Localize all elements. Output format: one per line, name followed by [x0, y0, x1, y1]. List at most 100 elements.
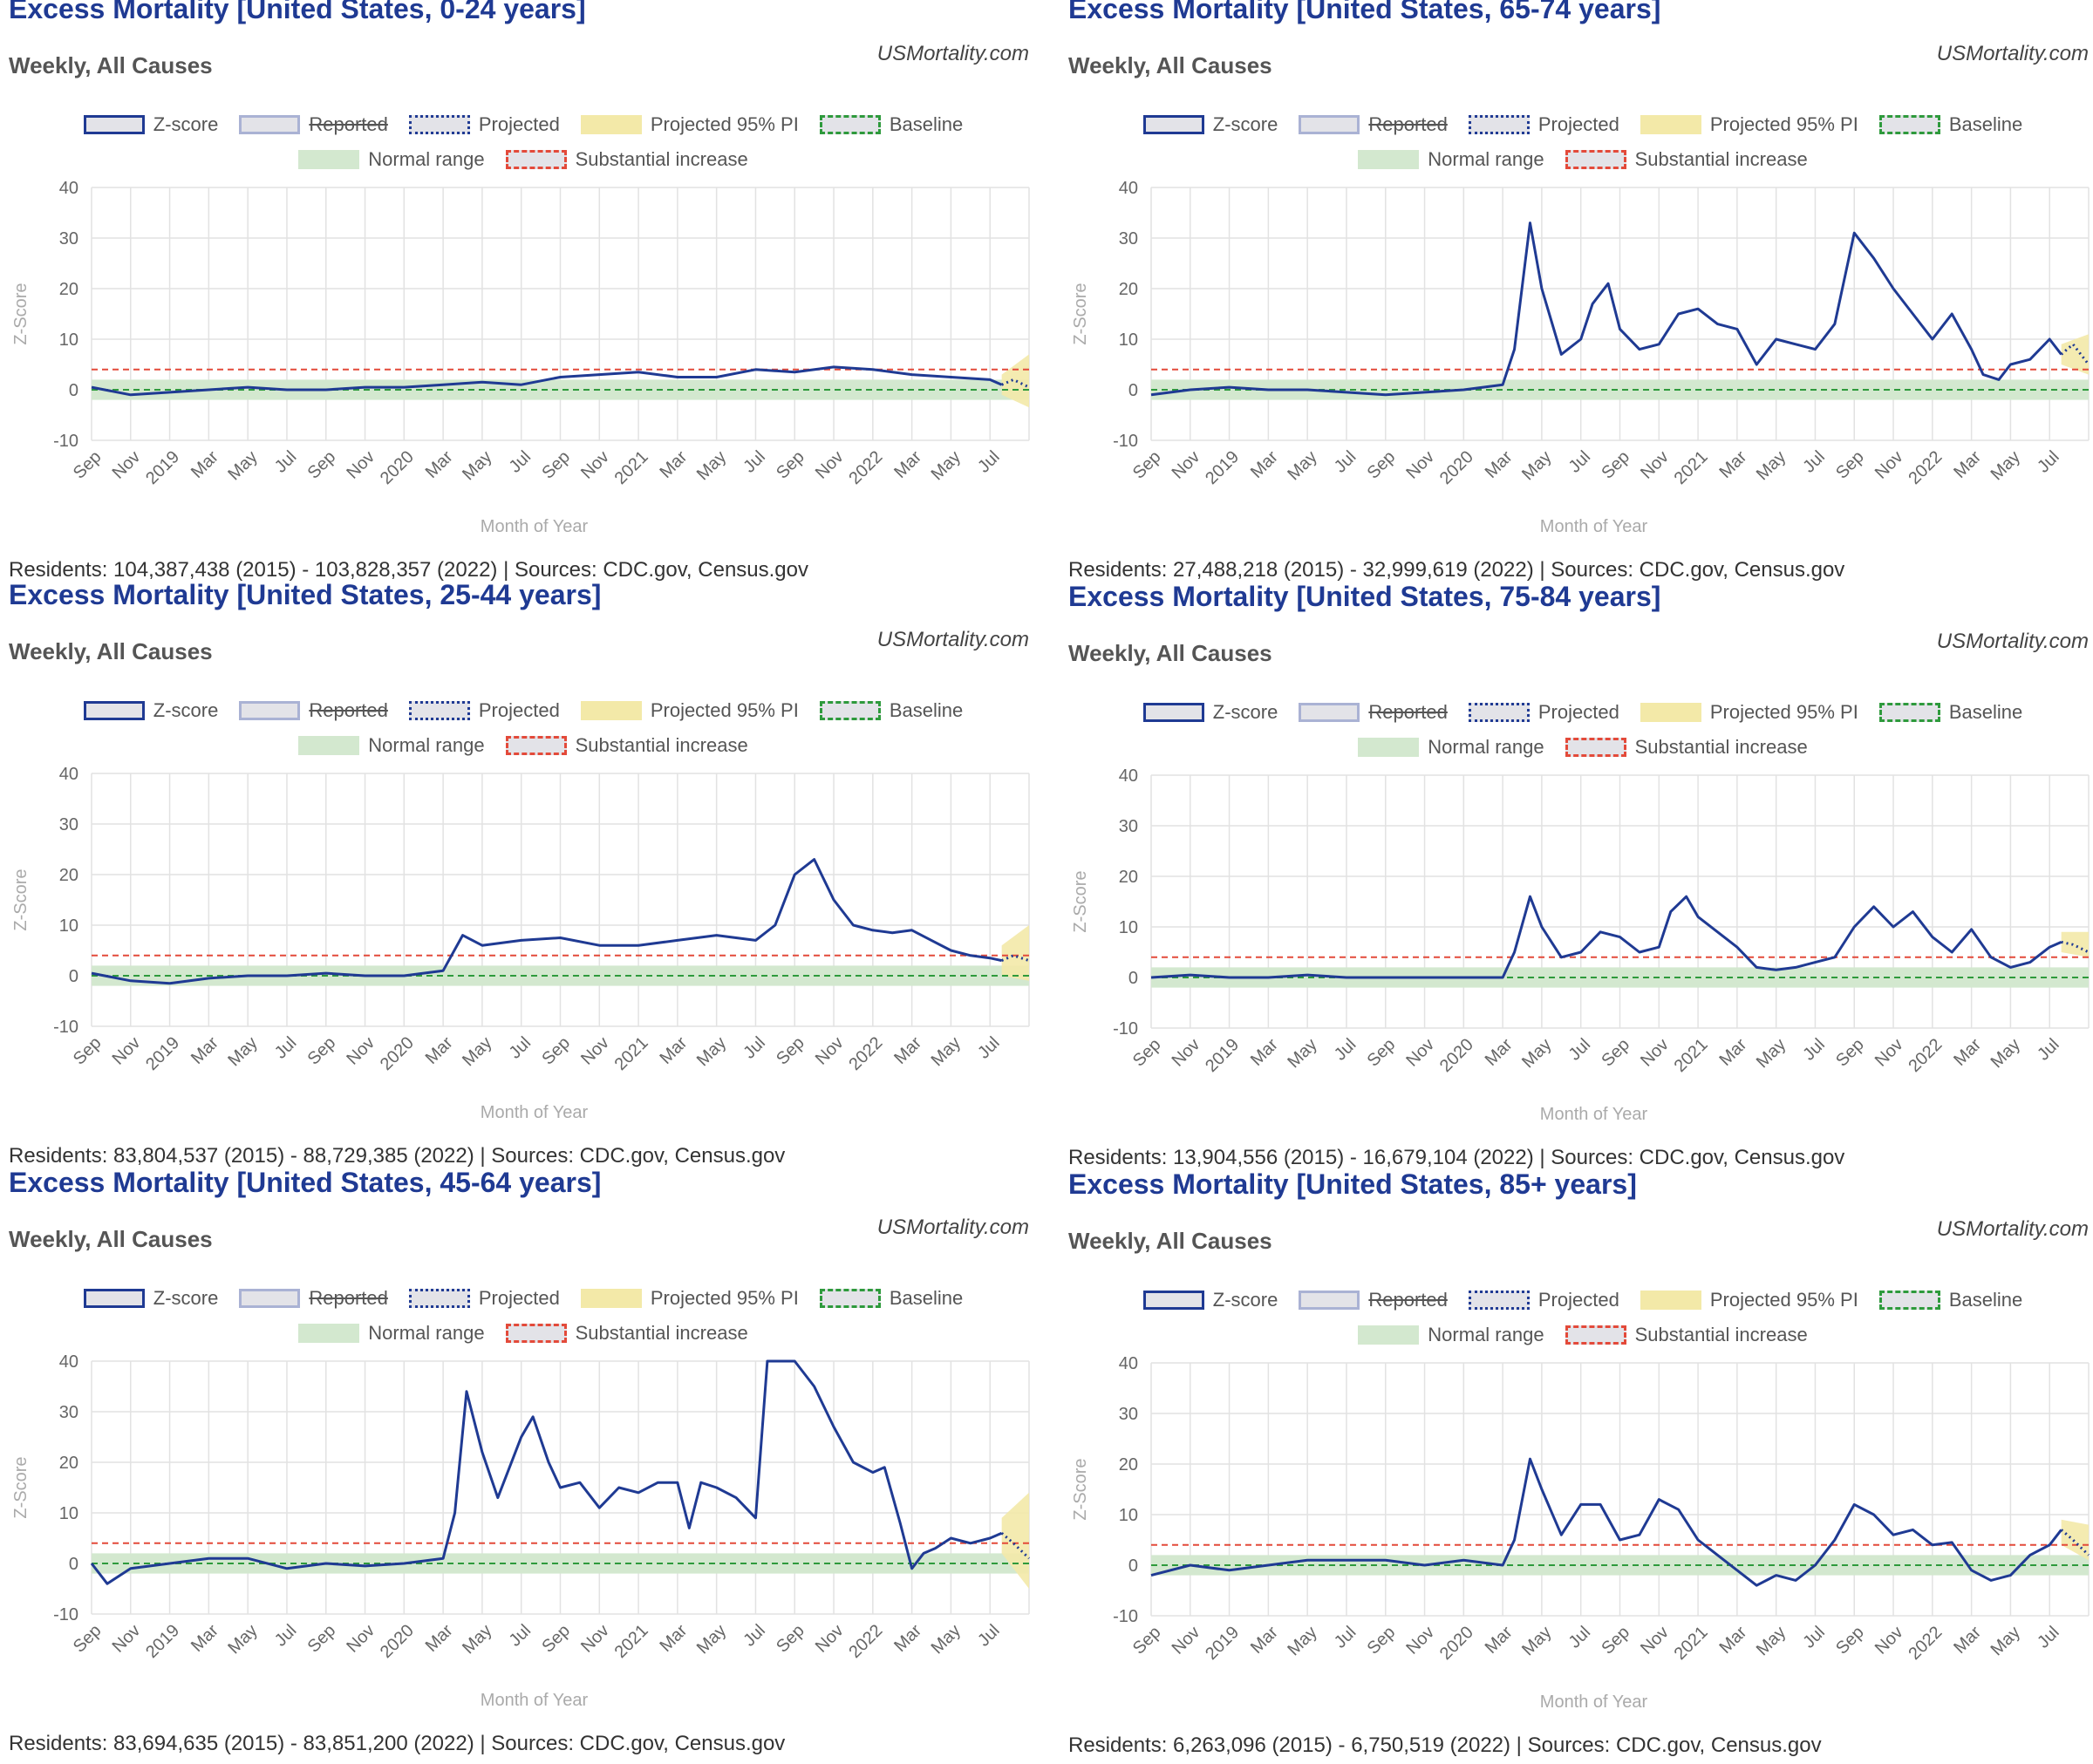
x-tick-label: Jul: [974, 1033, 1004, 1063]
legend-substantial-increase[interactable]: Substantial increase: [1565, 736, 1808, 759]
zscore-swatch-icon: [1142, 115, 1204, 134]
x-tick-label: Sep: [773, 1033, 808, 1069]
legend-pi[interactable]: Projected 95% PI: [580, 1287, 799, 1310]
x-tick-label: Mar: [187, 1033, 222, 1068]
substantial-swatch-icon: [1565, 1325, 1626, 1345]
x-tick-label: 2019: [142, 1033, 183, 1074]
x-tick-label: May: [928, 1621, 965, 1658]
x-tick-label: Sep: [1364, 1623, 1400, 1658]
legend-normal-range[interactable]: Normal range: [1358, 1324, 1544, 1346]
legend-projected[interactable]: Projected: [1468, 701, 1619, 724]
legend-row-2: Normal range Substantial increase: [0, 1322, 1046, 1345]
x-tick-label: May: [1987, 447, 2024, 484]
x-tick-label: Nov: [1637, 1623, 1673, 1658]
legend-reported[interactable]: Reported: [1299, 1289, 1448, 1311]
legend-normal-range[interactable]: Normal range: [1358, 736, 1544, 759]
legend-reported[interactable]: Reported: [239, 1287, 388, 1310]
x-tick-label: May: [1284, 1035, 1320, 1072]
legend-baseline[interactable]: Baseline: [819, 1287, 963, 1310]
legend-row-2: Normal range Substantial increase: [0, 148, 1046, 171]
baseline-swatch-icon: [1878, 1291, 1940, 1310]
y-axis-label: Z-Score: [11, 868, 31, 930]
legend-substantial-increase[interactable]: Substantial increase: [505, 734, 748, 757]
legend-normal-range[interactable]: Normal range: [298, 148, 485, 171]
y-tick-label: 0: [69, 967, 78, 986]
y-tick-label: 20: [1119, 868, 1138, 887]
legend-projected[interactable]: Projected: [408, 1287, 560, 1310]
legend-zscore[interactable]: Z-score: [1142, 113, 1278, 136]
legend-pi[interactable]: Projected 95% PI: [1640, 113, 1858, 136]
x-tick-label: 2022: [845, 447, 886, 488]
legend-pi[interactable]: Projected 95% PI: [580, 699, 799, 722]
legend-substantial-increase[interactable]: Substantial increase: [1565, 1324, 1808, 1346]
legend-normal-range[interactable]: Normal range: [298, 1322, 485, 1345]
legend-pi[interactable]: Projected 95% PI: [580, 113, 799, 136]
chart-subtitle: Weekly, All Causes: [9, 638, 213, 664]
legend-pi[interactable]: Projected 95% PI: [1640, 1289, 1858, 1311]
residents-note: Residents: 83,694,635 (2015) - 83,851,20…: [9, 1732, 786, 1755]
residents-note: Residents: 13,904,556 (2015) - 16,679,10…: [1068, 1146, 1845, 1169]
legend-baseline[interactable]: Baseline: [1878, 701, 2022, 724]
x-tick-label: Mar: [656, 447, 691, 482]
x-tick-label: Nov: [1169, 1035, 1204, 1071]
x-tick-label: May: [459, 447, 495, 484]
x-tick-label: Sep: [538, 1033, 574, 1069]
legend-baseline[interactable]: Baseline: [819, 699, 963, 722]
x-tick-label: Mar: [1482, 1035, 1517, 1070]
chart-title: Excess Mortality [United States, 75-84 y…: [1068, 581, 1661, 612]
legend-projected[interactable]: Projected: [408, 699, 560, 722]
zscore-line: [91, 858, 1002, 985]
x-tick-label: Mar: [1715, 1623, 1750, 1658]
x-tick-label: Sep: [304, 1621, 340, 1657]
x-tick-label: May: [693, 1621, 730, 1658]
legend-baseline[interactable]: Baseline: [819, 113, 963, 136]
y-tick-label: 30: [1119, 817, 1138, 836]
chart-subtitle: Weekly, All Causes: [9, 1226, 213, 1252]
x-tick-label: Nov: [1637, 1035, 1673, 1071]
legend-substantial-increase[interactable]: Substantial increase: [505, 148, 748, 171]
x-tick-label: Nov: [1169, 1623, 1204, 1658]
projected-swatch-icon: [1468, 703, 1530, 722]
legend-reported[interactable]: Reported: [239, 699, 388, 722]
brand-label: USMortality.com: [876, 628, 1029, 651]
x-tick-label: Jul: [1565, 1623, 1595, 1652]
chart-panel: Excess Mortality [United States, 65-74 y…: [1060, 0, 2093, 589]
x-tick-label: Jul: [1331, 447, 1360, 477]
legend-reported[interactable]: Reported: [239, 113, 388, 136]
legend-normal-range[interactable]: Normal range: [1358, 148, 1544, 171]
legend-normal-range[interactable]: Normal range: [298, 734, 485, 757]
legend-reported[interactable]: Reported: [1299, 701, 1448, 724]
y-tick-label: -10: [53, 1605, 78, 1624]
legend-zscore[interactable]: Z-score: [83, 1287, 218, 1310]
x-tick-label: 2021: [611, 447, 652, 488]
legend-substantial-increase[interactable]: Substantial increase: [1565, 148, 1808, 171]
pi-band: [2061, 334, 2089, 375]
x-tick-label: Jul: [1799, 447, 1829, 477]
legend-zscore[interactable]: Z-score: [83, 699, 218, 722]
legend-baseline[interactable]: Baseline: [1878, 113, 2022, 136]
zscore-line: [1150, 1457, 2062, 1587]
normal-range-band: [92, 965, 1029, 986]
x-tick-label: Jul: [1799, 1035, 1829, 1065]
x-tick-label: Nov: [1637, 447, 1673, 483]
legend-pi[interactable]: Projected 95% PI: [1640, 701, 1858, 724]
x-tick-label: May: [459, 1033, 495, 1070]
legend-projected[interactable]: Projected: [1468, 1289, 1619, 1311]
x-tick-label: 2022: [845, 1621, 886, 1662]
legend-baseline[interactable]: Baseline: [1878, 1289, 2022, 1311]
x-tick-label: Jul: [740, 1621, 769, 1651]
legend-substantial-increase[interactable]: Substantial increase: [505, 1322, 748, 1345]
legend-reported[interactable]: Reported: [1299, 113, 1448, 136]
x-tick-label: Sep: [773, 1621, 808, 1657]
legend-projected[interactable]: Projected: [408, 113, 560, 136]
y-tick-label: 0: [1128, 969, 1138, 988]
y-tick-label: 30: [59, 1403, 78, 1422]
x-tick-label: Sep: [304, 1033, 340, 1069]
legend-projected[interactable]: Projected: [1468, 113, 1619, 136]
legend-zscore[interactable]: Z-score: [83, 113, 218, 136]
x-tick-label: Jul: [271, 447, 301, 477]
projected-swatch-icon: [408, 1289, 470, 1308]
legend-zscore[interactable]: Z-score: [1142, 1289, 1278, 1311]
legend-zscore[interactable]: Z-score: [1142, 701, 1278, 724]
